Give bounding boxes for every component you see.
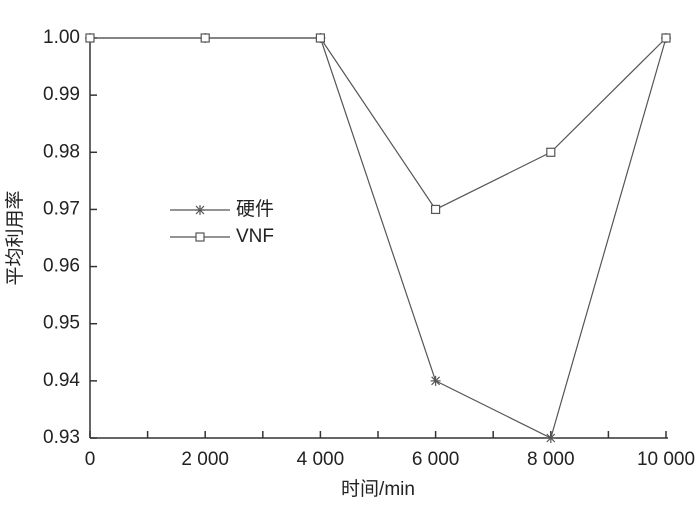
marker <box>85 33 95 43</box>
marker <box>431 204 441 215</box>
marker-stroke <box>546 433 556 443</box>
marker-square <box>200 33 210 43</box>
marker <box>195 205 205 215</box>
y-tick-label: 0.99 <box>43 84 80 105</box>
marker-square <box>85 33 95 43</box>
marker <box>200 33 210 43</box>
y-tick-label: 0.97 <box>43 198 80 219</box>
legend-item: 硬件 <box>170 198 274 220</box>
series-line <box>90 37 667 211</box>
y-axis-title: 平均利用率 <box>4 190 26 285</box>
y-tick-label: 0.93 <box>43 427 80 448</box>
x-tick-label: 0 <box>85 449 96 470</box>
y-tick-label: 0.95 <box>43 313 80 334</box>
y-tick-label: 0.94 <box>43 370 80 391</box>
marker <box>546 147 556 157</box>
y-tick-label: 0.98 <box>43 141 80 162</box>
legend-label: 硬件 <box>236 198 274 220</box>
marker <box>315 33 325 43</box>
marker <box>545 433 556 443</box>
marker-stroke <box>195 205 205 215</box>
marker-square <box>315 33 325 43</box>
marker-square <box>661 33 671 43</box>
marker <box>195 232 205 242</box>
y-tick-label: 0.96 <box>43 256 80 277</box>
x-tick-label: 6 000 <box>412 449 460 470</box>
x-tick-label: 2 000 <box>181 449 229 470</box>
x-tick-label: 8 000 <box>527 449 575 470</box>
x-axis-title: 时间/min <box>341 478 415 500</box>
marker <box>661 33 671 43</box>
marker-stroke <box>431 376 441 386</box>
legend-label: VNF <box>236 226 274 247</box>
y-tick-label: 1.00 <box>43 27 80 48</box>
marker-square <box>195 232 205 242</box>
legend-item: VNF <box>170 226 274 247</box>
series-line <box>90 37 667 439</box>
x-tick-label: 10 000 <box>637 449 695 470</box>
marker-square <box>546 147 556 157</box>
marker <box>430 375 441 386</box>
x-tick-label: 4 000 <box>297 449 345 470</box>
marker-square <box>431 204 441 215</box>
